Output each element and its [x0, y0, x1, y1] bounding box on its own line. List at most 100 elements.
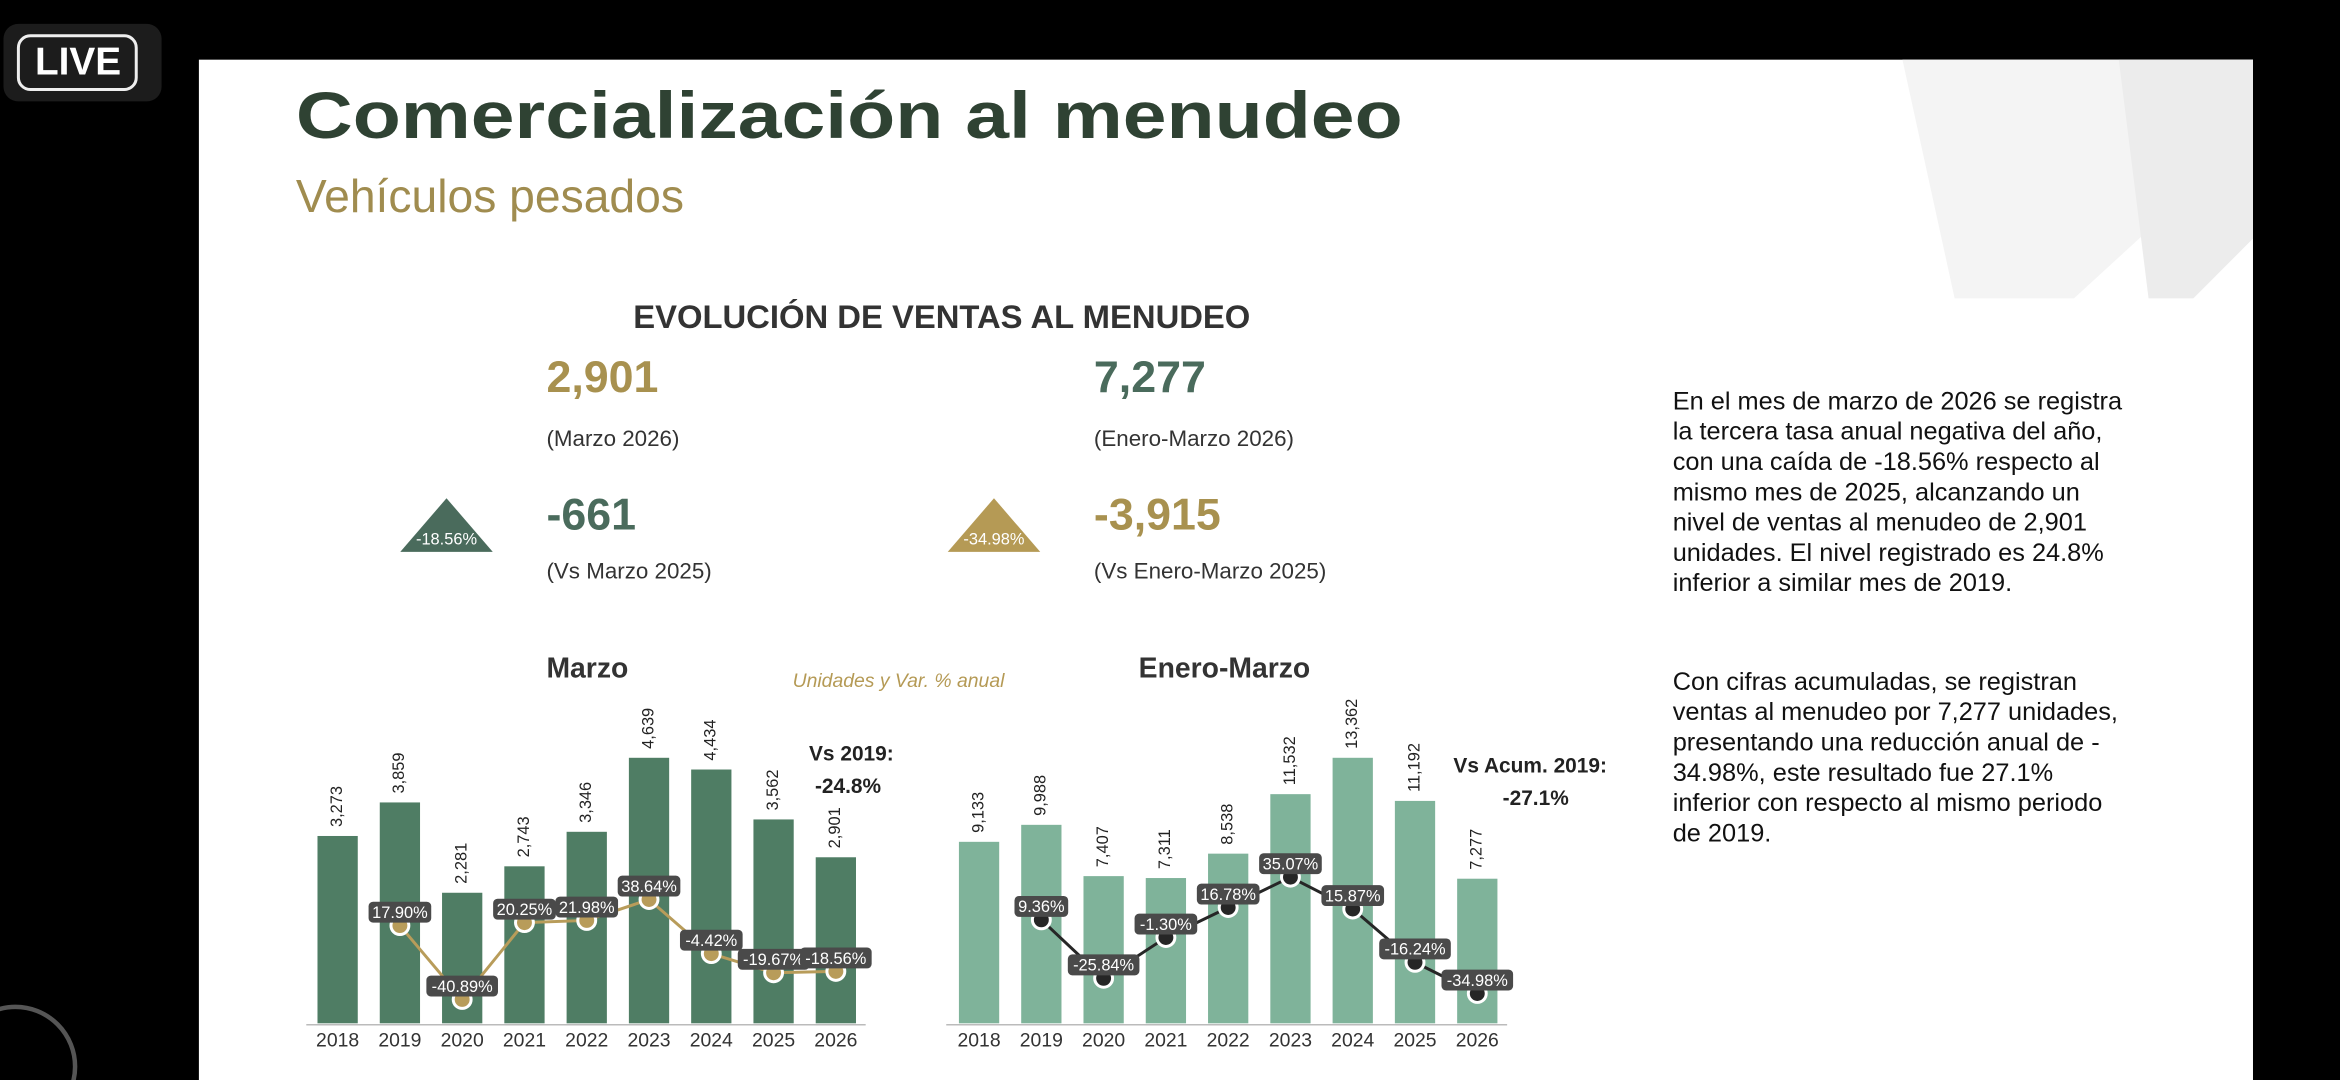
bar-label: 2,901 [826, 807, 844, 848]
value-label: -4.42% [685, 932, 737, 950]
x-tick-label: 2020 [441, 1029, 484, 1051]
bar-label: 3,859 [390, 752, 408, 793]
value-label-bg [1259, 853, 1322, 875]
value-label: -1.30% [1140, 916, 1192, 934]
bar [317, 835, 358, 1024]
x-tick-label: 2024 [1331, 1029, 1374, 1051]
bar-label: 9,988 [1032, 775, 1050, 816]
paragraph-line: inferior con respecto al mismo periodo [1673, 789, 2103, 817]
bar [1208, 853, 1249, 1024]
value-label: -19.67% [743, 951, 804, 969]
value-label: -16.24% [1384, 941, 1445, 959]
change-badge-bg [400, 498, 493, 552]
change-badge: -18.56% [416, 530, 477, 548]
kpi-change-label: (Vs Marzo 2025) [546, 559, 711, 584]
x-tick-label: 2019 [1020, 1029, 1063, 1051]
value-label: -34.98% [1447, 972, 1508, 990]
slide-subtitle: Vehículos pesados [296, 170, 684, 222]
x-tick-label: 2024 [690, 1029, 733, 1051]
value-label-bg [555, 896, 619, 918]
bar [1270, 794, 1311, 1024]
value-label-bg [1379, 938, 1451, 960]
slide-title: Comercialización al menudeo [296, 79, 1403, 152]
value-label-bg [679, 929, 743, 951]
kpi-label: (Enero-Marzo 2026) [1094, 426, 1294, 451]
value-label: 9.36% [1018, 898, 1064, 916]
bar-label: 3,346 [577, 782, 595, 823]
paragraph-line: nivel de ventas al menudeo de 2,901 [1673, 509, 2087, 537]
value-label-bg [1014, 895, 1069, 917]
bar-label: 11,192 [1405, 743, 1423, 792]
section-title: EVOLUCIÓN DE VENTAS AL MENUDEO [633, 298, 1250, 335]
value-label-bg [1321, 885, 1385, 907]
value-label: 16.78% [1200, 886, 1256, 904]
paragraph-line: presentando una reducción anual de - [1673, 728, 2100, 756]
bar-label: 13,362 [1343, 699, 1361, 749]
paragraph-line: inferior a similar mes de 2019. [1673, 569, 2012, 597]
kpi-change: -661 [546, 489, 636, 539]
value-label: 35.07% [1263, 856, 1319, 874]
x-tick-label: 2026 [1456, 1029, 1499, 1051]
x-tick-label: 2022 [565, 1029, 608, 1051]
bar-label: 3,273 [328, 786, 346, 827]
bar [504, 866, 545, 1024]
kpi-value: 7,277 [1094, 352, 1206, 402]
value-label: 20.25% [497, 901, 553, 919]
value-label-bg [368, 901, 432, 923]
value-label-bg [1441, 969, 1514, 991]
bar [1145, 878, 1187, 1024]
paragraph-line: 34.98%, este resultado fue 27.1% [1673, 759, 2053, 787]
bar [691, 769, 732, 1024]
paragraph-line: de 2019. [1673, 819, 1772, 847]
value-label-bg [426, 975, 498, 997]
bar [753, 819, 794, 1024]
paragraph-line: En el mes de marzo de 2026 se registra [1673, 387, 2123, 415]
bar-label: 7,277 [1468, 829, 1486, 870]
annotation: Vs Acum. 2019: [1453, 754, 1607, 777]
paragraph-line: ventas al menudeo por 7,277 unidades, [1673, 698, 2118, 726]
x-tick-label: 2025 [1393, 1029, 1436, 1051]
x-tick-label: 2021 [1144, 1029, 1187, 1051]
chart-note: Unidades y Var. % anual [793, 670, 1006, 692]
bar [958, 841, 1000, 1024]
value-label-bg [617, 875, 681, 897]
value-label-bg [1196, 883, 1260, 905]
bar [815, 857, 856, 1024]
x-tick-label: 2025 [752, 1029, 795, 1051]
x-tick-label: 2018 [316, 1029, 359, 1051]
rotate-icon[interactable] [0, 1004, 78, 1080]
value-label: -18.56% [805, 950, 866, 968]
value-label: -25.84% [1073, 957, 1134, 975]
value-label-bg [493, 898, 556, 920]
live-badge-border [16, 34, 138, 91]
bar-label: 2,281 [453, 843, 471, 884]
x-tick-label: 2026 [814, 1029, 857, 1051]
x-tick-label: 2023 [1269, 1029, 1312, 1051]
kpi-label: (Marzo 2026) [546, 426, 679, 451]
value-label-bg [1067, 954, 1140, 976]
live-badge-bg [3, 23, 162, 102]
x-tick-label: 2018 [958, 1029, 1001, 1051]
kpi-change-label: (Vs Enero-Marzo 2025) [1094, 559, 1326, 584]
change-badge: -34.98% [963, 530, 1024, 548]
value-label-bg [1134, 913, 1198, 935]
bar-label: 4,639 [639, 708, 657, 749]
x-tick-label: 2020 [1082, 1029, 1125, 1051]
paragraph-line: con una caída de -18.56% respecto al [1673, 448, 2100, 476]
x-tick-label: 2023 [627, 1029, 670, 1051]
bar-label: 7,311 [1156, 829, 1174, 869]
value-label-bg [800, 947, 872, 969]
change-badge-bg [947, 498, 1041, 552]
annotation: Vs 2019: [809, 742, 894, 765]
bar-label: 9,133 [969, 792, 987, 833]
x-tick-label: 2022 [1207, 1029, 1250, 1051]
paragraph-line: mismo mes de 2025, alcanzando un [1673, 478, 2080, 506]
paragraph-line: unidades. El nivel registrado es 24.8% [1673, 539, 2104, 567]
bar [1394, 800, 1436, 1024]
paragraph-line: Con cifras acumuladas, se registran [1673, 668, 2077, 696]
value-label: -40.89% [432, 978, 493, 996]
chart-title: Marzo [546, 652, 628, 684]
annotation: -24.8% [815, 775, 882, 798]
